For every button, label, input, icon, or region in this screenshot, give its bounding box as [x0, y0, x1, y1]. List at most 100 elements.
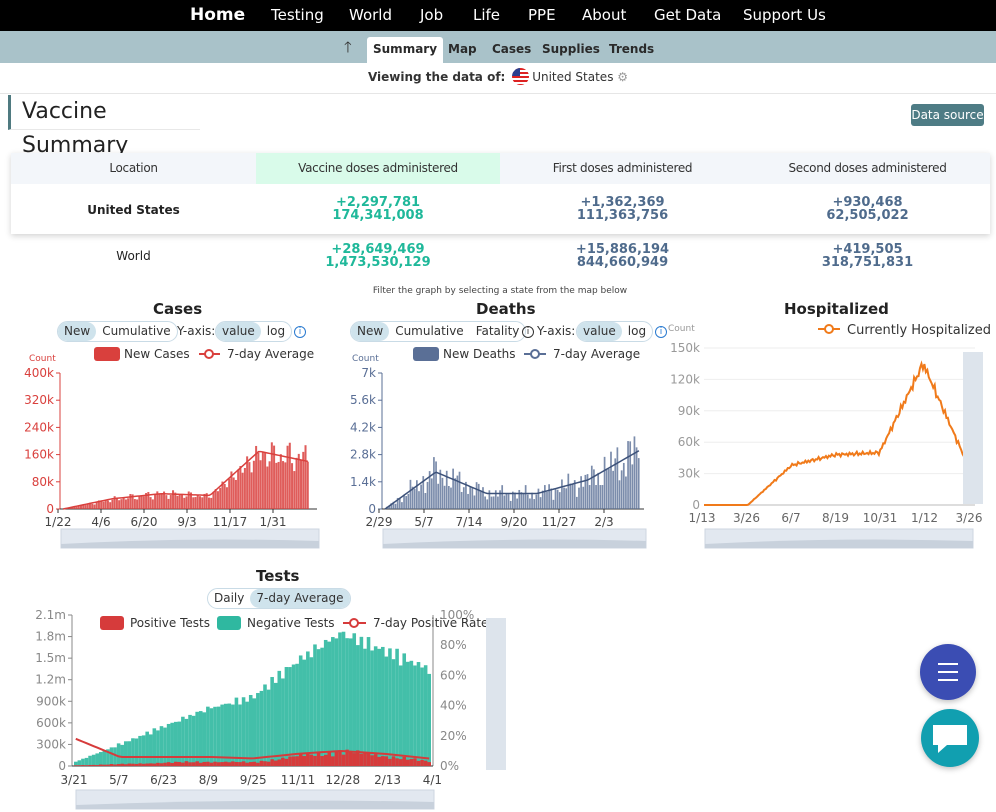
cases-bar: [297, 453, 300, 509]
nav-support-us[interactable]: Support Us: [743, 6, 826, 24]
cases-bar: [160, 493, 163, 509]
tests-negative-bar: [266, 689, 271, 766]
cases-new-toggle[interactable]: New: [58, 322, 97, 341]
header-second-doses[interactable]: Second doses administered: [788, 161, 947, 175]
nav-life[interactable]: Life: [473, 6, 501, 24]
cases-info-icon[interactable]: i: [294, 326, 306, 338]
tests-positive-bar: [98, 764, 103, 766]
deaths-log-toggle[interactable]: log: [627, 324, 647, 338]
deaths-fatality-toggle[interactable]: Fatality: [475, 324, 520, 338]
tests-7day-toggle[interactable]: 7-day Average: [250, 589, 350, 608]
cases-bar: [156, 491, 159, 509]
cases-value-toggle[interactable]: value: [216, 322, 261, 341]
nav-home[interactable]: Home: [190, 5, 246, 25]
deaths-bar: [548, 484, 550, 509]
nav-about[interactable]: About: [582, 6, 627, 24]
deaths-bar: [563, 487, 565, 509]
nav-ppe[interactable]: PPE: [528, 6, 556, 24]
deaths-value-toggle[interactable]: value: [577, 322, 622, 341]
deaths-bar: [490, 496, 493, 509]
deaths-bar: [458, 471, 461, 509]
deaths-legend-bar-swatch: [413, 347, 439, 361]
tests-negative-bar: [406, 661, 410, 766]
viewing-location-name[interactable]: United States: [532, 70, 614, 84]
data-source-button[interactable]: Data source: [911, 104, 984, 126]
cases-bar: [149, 497, 152, 509]
nav-job[interactable]: Job: [420, 6, 444, 24]
hosp-xtick-label: 8/19: [822, 511, 849, 525]
cases-bar: [174, 492, 177, 509]
cases-ytick-label: 0: [46, 502, 54, 516]
deaths-bar: [420, 484, 422, 509]
cases-bar: [145, 493, 148, 509]
nav-get-data[interactable]: Get Data: [654, 6, 722, 24]
cases-bar: [154, 494, 157, 509]
tests-negative-bar: [252, 698, 257, 766]
cases-bar: [192, 497, 195, 509]
deaths-zoom-slider: [382, 528, 647, 549]
row-world-second: +419,505 318,751,831: [745, 243, 990, 269]
deaths-xtick-label: 11/27: [542, 515, 577, 529]
cases-xtick-label: 1/22: [45, 515, 72, 529]
tests-negative-bar: [159, 726, 164, 766]
deaths-bar: [552, 499, 555, 509]
viewing-location: Viewing the data of: United States ⚙: [0, 68, 996, 85]
tests-negative-bar: [381, 646, 385, 766]
tests-positive-bar: [406, 759, 410, 766]
cases-bar: [102, 501, 105, 509]
tests-negative-bar: [288, 667, 292, 766]
cases-bar: [176, 495, 179, 509]
deaths-fatality-info-icon[interactable]: i: [522, 326, 534, 338]
tests-positive-bar: [163, 762, 167, 766]
nav-world[interactable]: World: [349, 6, 392, 24]
deaths-bar: [554, 488, 557, 509]
us-second: 62,505,022: [826, 208, 909, 223]
tab-supplies[interactable]: Supplies: [542, 42, 600, 56]
deaths-new-toggle[interactable]: New: [351, 322, 390, 341]
deaths-bar: [426, 481, 429, 509]
tests-positive-bar: [370, 755, 374, 766]
cases-bar: [225, 487, 228, 509]
tests-negative-bar: [245, 701, 249, 766]
header-vaccine-doses[interactable]: Vaccine doses administered: [256, 153, 500, 184]
tab-map[interactable]: Map: [448, 42, 477, 56]
deaths-info-icon[interactable]: i: [655, 326, 667, 338]
cases-bar: [181, 494, 184, 509]
chat-button[interactable]: [921, 709, 979, 767]
header-location[interactable]: Location: [109, 161, 158, 175]
arrow-up-icon[interactable]: 🡑: [344, 38, 352, 56]
us-first: 111,363,756: [576, 208, 669, 223]
tests-daily-toggle[interactable]: Daily: [214, 591, 245, 605]
cases-bar: [138, 495, 141, 509]
deaths-bar: [424, 493, 427, 509]
tab-summary[interactable]: Summary: [367, 37, 444, 63]
tab-trends[interactable]: Trends: [609, 42, 655, 56]
tests-positive-bar: [309, 754, 314, 766]
tests-positive-bar: [198, 762, 203, 766]
cases-cumulative-toggle[interactable]: Cumulative: [102, 324, 171, 338]
viewing-label: Viewing the data of:: [367, 70, 506, 84]
hosp-zoom-slider: [704, 528, 974, 549]
tests-negative-bar: [338, 632, 342, 766]
nav-testing[interactable]: Testing: [271, 6, 324, 24]
header-first-doses[interactable]: First doses administered: [552, 161, 693, 175]
deaths-cumulative-toggle[interactable]: Cumulative: [395, 324, 464, 338]
world-first: 844,660,949: [576, 255, 669, 270]
tab-cases[interactable]: Cases: [492, 42, 532, 56]
tests-positive-bar: [238, 762, 242, 766]
tests-negative-bar: [427, 673, 431, 766]
gear-icon[interactable]: ⚙: [617, 70, 629, 84]
tests-negative-bar: [206, 706, 210, 766]
tests-positive-bar: [373, 754, 378, 766]
cases-log-toggle[interactable]: log: [266, 324, 286, 338]
cases-bar: [131, 494, 134, 509]
tests-negative-bar: [191, 715, 196, 766]
deaths-bar: [473, 495, 476, 509]
menu-button[interactable]: [920, 644, 976, 700]
tests-negative-bar: [181, 716, 185, 766]
cases-bar: [167, 498, 170, 509]
tests-positive-bar: [259, 760, 264, 766]
cases-bar: [279, 454, 282, 509]
cases-bar: [113, 496, 116, 509]
cases-zoom-slider-preview: [61, 539, 319, 548]
